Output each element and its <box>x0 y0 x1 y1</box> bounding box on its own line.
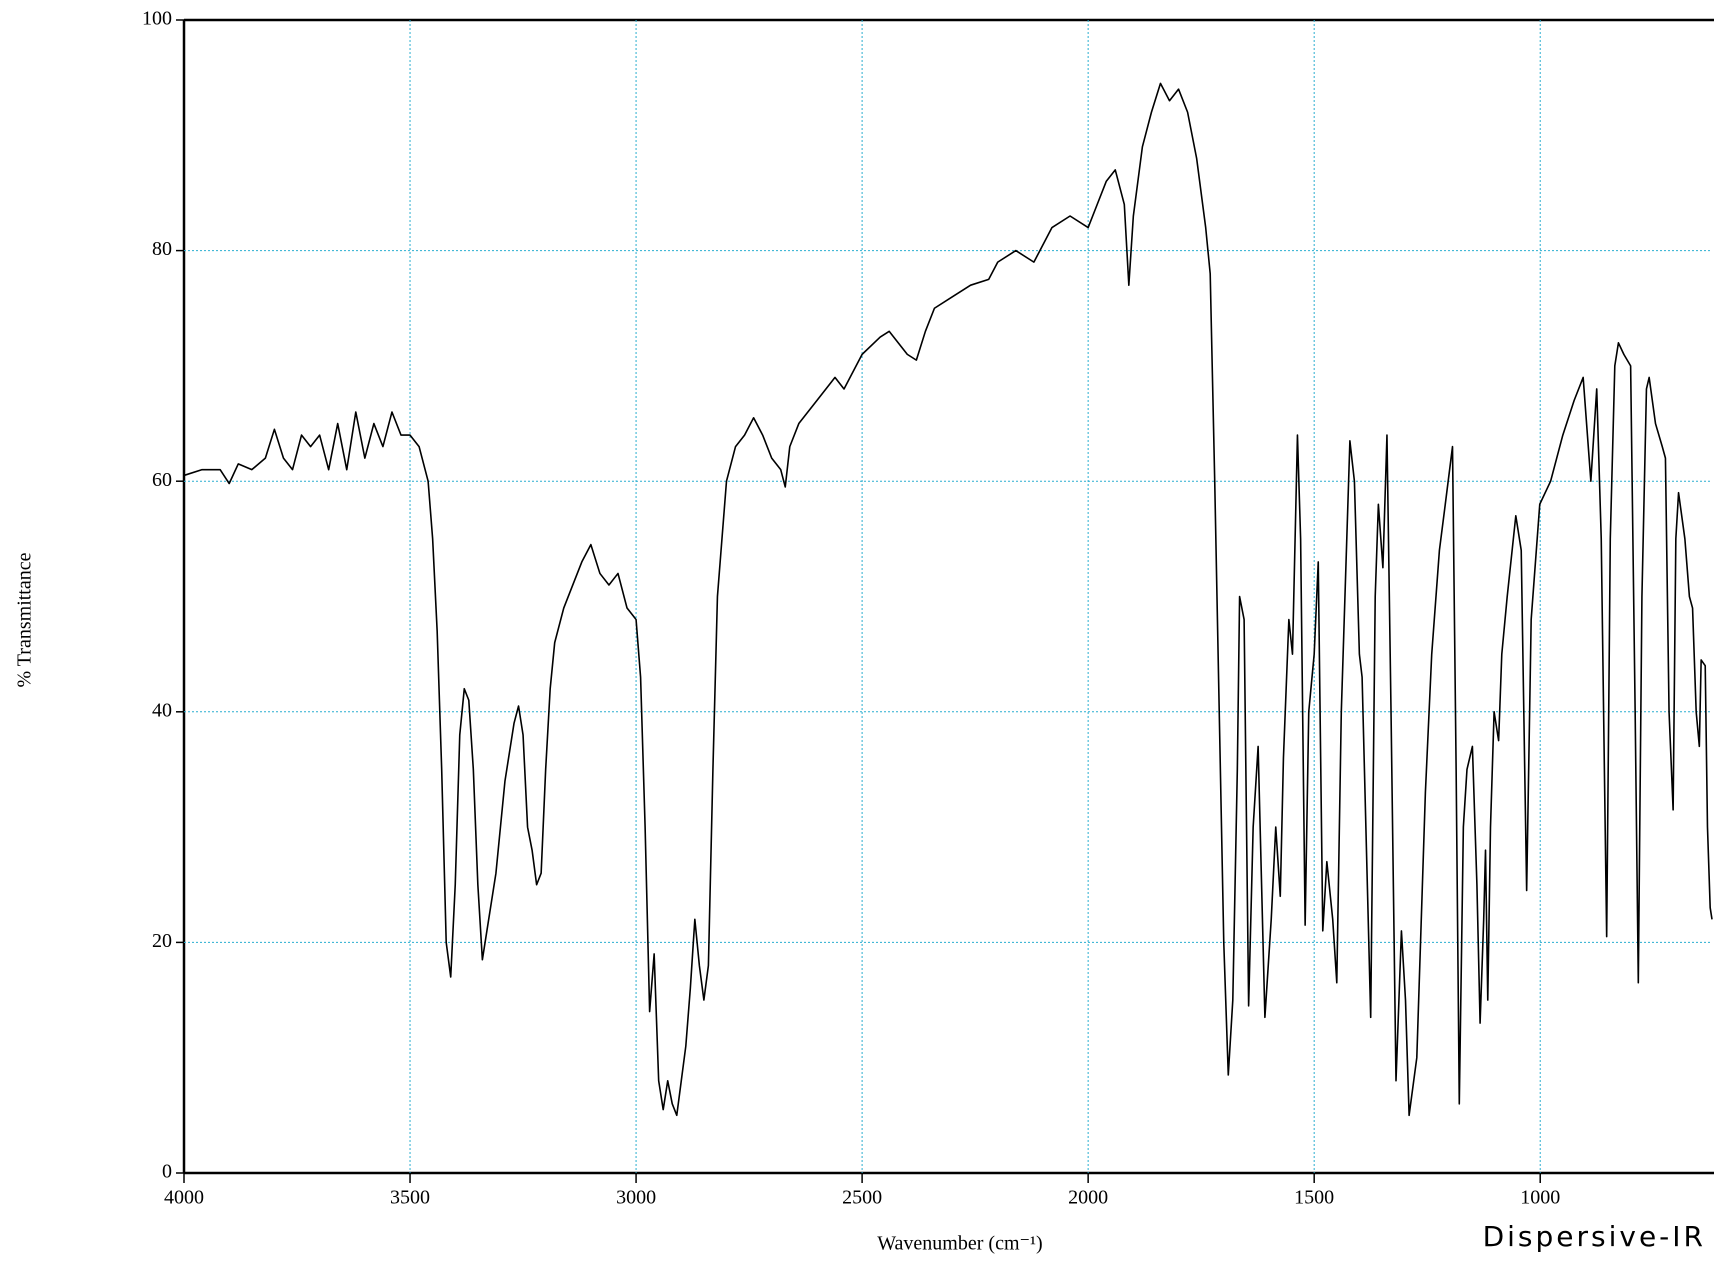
x-tick-label: 3500 <box>390 1187 430 1209</box>
x-tick-label: 4000 <box>164 1187 204 1209</box>
y-tick-label: 80 <box>152 238 172 260</box>
y-tick-label: 100 <box>142 8 172 30</box>
y-tick-label: 20 <box>152 930 172 952</box>
y-tick-label: 0 <box>162 1161 172 1183</box>
annotation: Dispersive-IR <box>1483 1220 1706 1253</box>
y-tick-label: 40 <box>152 699 172 721</box>
y-tick-label: 60 <box>152 469 172 491</box>
x-tick-label: 2500 <box>842 1187 882 1209</box>
x-tick-label: 3000 <box>616 1187 656 1209</box>
y-axis-label: % Transmittance <box>14 552 36 687</box>
x-tick-label: 1500 <box>1294 1187 1334 1209</box>
x-axis-label: Wavenumber (cm⁻¹) <box>877 1233 1042 1255</box>
x-tick-label: 1000 <box>1520 1187 1560 1209</box>
x-tick-label: 2000 <box>1068 1187 1108 1209</box>
spectrum-line <box>183 82 1713 1117</box>
